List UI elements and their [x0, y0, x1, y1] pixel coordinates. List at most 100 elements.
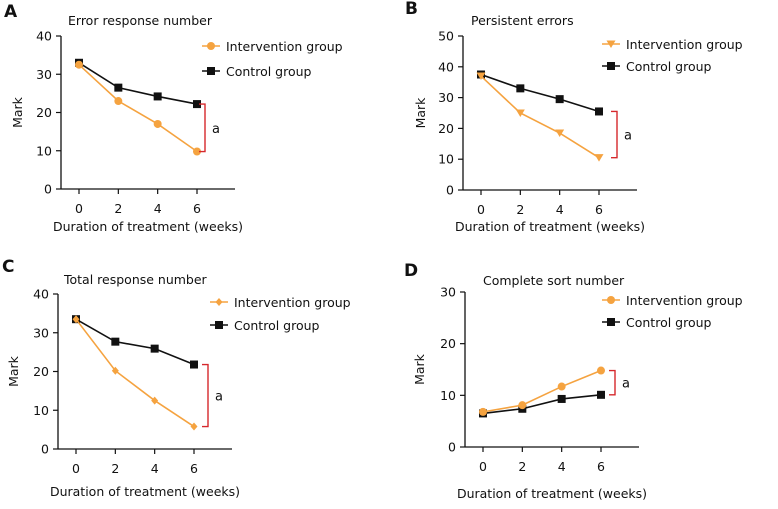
data-point-intervention [518, 401, 527, 410]
data-point-intervention [190, 422, 198, 431]
legend-marker [215, 321, 223, 329]
panel-letter: B [405, 0, 418, 19]
data-point-control [190, 360, 198, 369]
data-point-intervention [597, 366, 605, 375]
x-tick-label: 2 [111, 461, 119, 476]
chart-title: Error response number [68, 13, 213, 28]
data-point-intervention [153, 119, 162, 128]
x-tick-label: 6 [193, 201, 201, 216]
legend-marker [207, 42, 215, 50]
legend-label: Intervention group [626, 293, 743, 308]
y-tick-label: 30 [33, 325, 49, 340]
legend-marker [607, 296, 615, 304]
data-point-intervention [555, 129, 565, 138]
data-point-control [193, 100, 201, 109]
data-point-control [150, 344, 159, 353]
series-line-intervention [78, 64, 198, 153]
x-tick-label: 4 [556, 202, 564, 217]
x-axis-label: Duration of treatment (weeks) [50, 484, 240, 499]
legend-marker [606, 40, 616, 48]
x-tick-label: 6 [597, 459, 605, 474]
y-axis-label: Mark [413, 97, 428, 129]
legend-marker [207, 67, 215, 75]
series-line-intervention [482, 369, 602, 413]
x-tick-label: 2 [114, 201, 122, 216]
legend-label: Control group [626, 315, 712, 330]
x-tick-label: 4 [154, 201, 162, 216]
y-tick-label: 30 [440, 285, 456, 300]
data-point-intervention [557, 382, 566, 391]
significance-label: a [212, 122, 220, 137]
y-tick-label: 30 [438, 90, 454, 105]
chart-panel-a: A Error response number 0 10 20 30 40 0 2 4 6 Durat… [4, 2, 343, 234]
data-point-intervention [479, 407, 487, 416]
data-point-intervention [515, 109, 525, 117]
x-axis-label: Duration of treatment (weeks) [455, 219, 645, 234]
y-tick-label: 0 [448, 440, 456, 455]
chart-panel-d: D Complete sort number 0 10 20 30 0 2 4 6 Duration… [404, 261, 743, 501]
x-tick-label: 4 [151, 461, 159, 476]
y-axis-label: Mark [10, 96, 25, 128]
y-tick-label: 0 [44, 182, 52, 197]
data-point-intervention [594, 154, 604, 162]
y-tick-label: 10 [36, 143, 52, 158]
y-axis-label: Mark [6, 355, 21, 387]
panel-letter: D [404, 261, 418, 281]
y-tick-label: 40 [438, 59, 454, 74]
y-tick-label: 0 [446, 183, 454, 198]
series-line-control [75, 318, 195, 366]
chart-panel-b: B Persistent errors 0 10 20 30 40 50 0 2 4 6 Duratio… [405, 0, 743, 234]
y-tick-label: 10 [440, 388, 456, 403]
y-tick-label: 0 [41, 442, 49, 457]
x-tick-label: 4 [558, 459, 566, 474]
data-point-intervention [476, 72, 486, 81]
x-tick-label: 0 [72, 461, 80, 476]
y-tick-label: 40 [36, 29, 52, 44]
x-axis-label: Duration of treatment (weeks) [53, 219, 243, 234]
data-point-control [153, 92, 162, 101]
legend-marker [607, 318, 615, 326]
significance-bracket [609, 369, 616, 396]
series-line-control [78, 62, 198, 105]
x-tick-label: 6 [595, 202, 603, 217]
legend-label: Intervention group [226, 39, 343, 54]
y-tick-label: 30 [36, 67, 52, 82]
y-axis-label: Mark [412, 353, 427, 385]
legend-label: Control group [234, 318, 320, 333]
y-tick-label: 20 [438, 121, 454, 136]
data-point-control [111, 337, 120, 346]
legend-label: Intervention group [626, 37, 743, 52]
significance-label: a [215, 390, 223, 405]
x-tick-label: 0 [479, 459, 487, 474]
data-point-control [597, 390, 605, 399]
significance-bracket [202, 363, 209, 428]
data-point-intervention [114, 97, 123, 106]
panel-letter: A [4, 2, 18, 22]
x-tick-label: 0 [75, 201, 83, 216]
chart-title: Complete sort number [483, 273, 625, 288]
series-line-control [482, 394, 602, 415]
x-tick-label: 2 [518, 459, 526, 474]
significance-bracket [611, 110, 618, 159]
legend-label: Intervention group [234, 295, 351, 310]
data-point-intervention [151, 396, 159, 405]
legend-label: Control group [626, 59, 712, 74]
significance-bracket [199, 103, 206, 153]
panel-letter: C [2, 257, 14, 277]
legend-marker [215, 298, 223, 306]
significance-label: a [624, 129, 632, 144]
data-point-intervention [75, 60, 83, 69]
chart-title: Total response number [63, 272, 208, 287]
y-tick-label: 20 [33, 364, 49, 379]
y-tick-label: 40 [33, 287, 49, 302]
x-tick-label: 2 [516, 202, 524, 217]
x-tick-label: 0 [477, 202, 485, 217]
data-point-control [557, 394, 566, 403]
data-point-intervention [193, 147, 201, 156]
legend-label: Control group [226, 64, 312, 79]
series-line-intervention [75, 318, 195, 428]
data-point-intervention [111, 366, 119, 375]
data-point-control [555, 95, 564, 104]
y-tick-label: 10 [33, 403, 49, 418]
